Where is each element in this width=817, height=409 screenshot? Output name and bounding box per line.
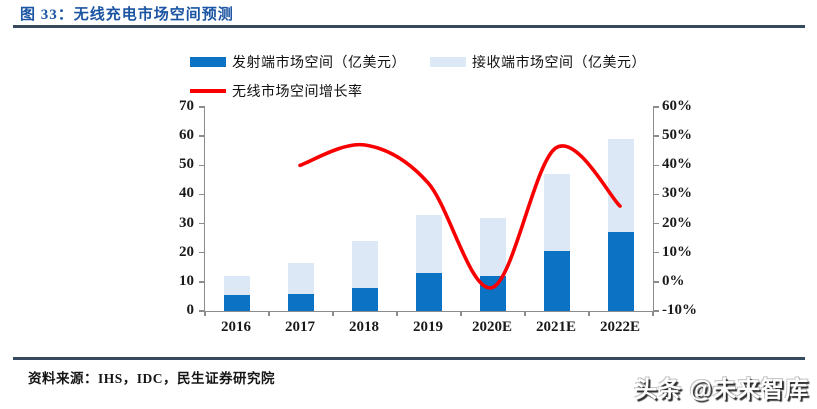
right-axis-tick [653, 310, 659, 312]
right-axis-tick [653, 106, 659, 108]
source-note: 资料来源：IHS，IDC，民生证券研究院 [28, 371, 276, 386]
right-axis-tick [653, 135, 659, 137]
left-axis-tick [199, 135, 205, 137]
legend-item-transmit: 发射端市场空间（亿美元） [190, 52, 406, 72]
left-axis-label: 50 [179, 156, 194, 173]
right-axis-label: 60% [662, 98, 692, 114]
bar-transmit-2020E [480, 276, 506, 311]
watermark-logo: 头条 @未来智库 [634, 376, 809, 402]
right-axis-label: 0% [662, 272, 685, 289]
bar-receive-2021E [544, 174, 570, 252]
bar-transmit-2022E [608, 232, 634, 311]
bar-transmit-2018 [352, 287, 378, 311]
left-axis-tick [199, 106, 205, 108]
bar-transmit-2016 [224, 294, 250, 311]
bar-transmit-2019 [416, 273, 442, 311]
right-axis-label: 50% [662, 127, 692, 144]
left-axis-label: 0 [186, 302, 195, 318]
bar-receive-2018 [352, 241, 378, 288]
legend-item-growth: 无线市场空间增长率 [190, 81, 363, 101]
right-axis-label: 30% [662, 185, 692, 202]
legend-label-growth: 无线市场空间增长率 [232, 85, 363, 100]
right-axis-tick [653, 193, 659, 196]
legend-swatch-growth-line [190, 89, 226, 93]
plot-area [199, 106, 659, 316]
x-axis-label-2019: 2019 [413, 319, 443, 335]
right-axis-tick [653, 251, 659, 254]
left-axis-label: 60 [179, 127, 194, 144]
bar-receive-2016 [224, 276, 250, 295]
left-axis-tick [199, 281, 205, 283]
left-axis-tick [199, 193, 205, 196]
legend-row-1: 发射端市场空间（亿美元） 接收端市场空间（亿美元） [190, 52, 646, 72]
left-axis-label: 10 [179, 272, 194, 289]
x-axis-tick [268, 311, 270, 316]
legend-item-receive: 接收端市场空间（亿美元） [430, 52, 646, 72]
left-axis-label: 40 [179, 185, 194, 202]
x-axis-label-2022E: 2022E [599, 319, 640, 335]
left-axis-tick [199, 164, 205, 167]
x-axis-tick [460, 311, 462, 316]
left-axis-label: 30 [179, 214, 194, 231]
x-axis-label-2017: 2017 [285, 319, 315, 335]
x-axis-tick [332, 311, 334, 316]
figure-title: 图 33：无线充电市场空间预测 [20, 7, 234, 23]
footer-divider [13, 357, 805, 360]
right-axis-label: 10% [662, 243, 692, 260]
right-axis-label: -10% [662, 302, 697, 318]
x-axis-tick [652, 311, 654, 316]
right-axis-tick [653, 281, 659, 283]
bar-receive-2017 [288, 262, 314, 294]
bar-transmit-2021E [544, 251, 570, 311]
legend-swatch-receive-bar [430, 57, 466, 67]
bar-transmit-2017 [288, 293, 314, 311]
x-axis-label-2021E: 2021E [535, 319, 576, 335]
left-axis-tick [199, 251, 205, 254]
right-axis-tick [653, 164, 659, 167]
x-axis-tick [524, 311, 526, 316]
growth-rate-line [298, 142, 622, 290]
legend-label-receive: 接收端市场空间（亿美元） [472, 56, 646, 71]
right-axis-label: 20% [662, 214, 692, 231]
title-divider [13, 25, 805, 28]
x-axis-label-2020E: 2020E [471, 319, 512, 335]
left-axis-tick [199, 222, 205, 225]
right-axis-tick [653, 222, 659, 225]
x-axis-tick [396, 311, 398, 316]
legend-label-transmit: 发射端市场空间（亿美元） [232, 56, 406, 71]
x-axis-tick [588, 311, 590, 316]
bar-receive-2022E [608, 139, 634, 233]
x-axis-label-2016: 2016 [221, 319, 251, 335]
chart-legend: 发射端市场空间（亿美元） 接收端市场空间（亿美元） 无线市场空间增长率 [190, 52, 646, 101]
bar-receive-2019 [416, 214, 442, 274]
right-axis-label: 40% [662, 156, 692, 173]
left-axis-label: 20 [179, 243, 194, 260]
x-axis-label-2018: 2018 [349, 319, 379, 335]
legend-row-2: 无线市场空间增长率 [190, 81, 646, 101]
x-axis-tick [204, 311, 206, 316]
left-axis-tick [199, 310, 205, 312]
legend-swatch-transmit-bar [190, 57, 226, 67]
bar-receive-2020E [480, 217, 506, 277]
growth-line-layer [298, 142, 622, 290]
left-axis-label: 70 [179, 98, 194, 114]
